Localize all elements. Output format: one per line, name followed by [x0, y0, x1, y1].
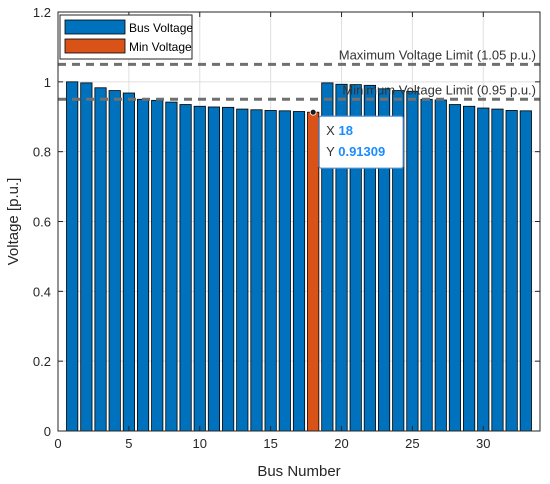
datatip-box: [318, 115, 404, 169]
voltage-limit-label: Minimum Voltage Limit (0.95 p.u.): [342, 82, 536, 97]
bus-voltage-bar[interactable]: [108, 90, 121, 432]
legend-entry: Min Voltage: [129, 40, 192, 54]
bus-voltage-bar[interactable]: [519, 110, 532, 432]
datatip-y-value: 0.91309: [338, 144, 385, 159]
datatip-y-line: Y 0.91309: [326, 144, 385, 159]
axis-ticks: 0 5 10 15 20 25 30 0 0.2 0.4 0.6 0.8 1 1.2: [33, 5, 540, 451]
legend: Bus Voltage Min Voltage: [59, 14, 193, 60]
legend-entry: Bus Voltage: [129, 21, 193, 35]
x-tick-label: 0: [54, 436, 61, 451]
bus-voltage-bar[interactable]: [165, 101, 178, 432]
bus-voltage-bar[interactable]: [207, 106, 221, 432]
min-voltage-bar[interactable]: [307, 111, 320, 432]
y-axis-label: Voltage [p.u.]: [5, 178, 22, 266]
y-tick-label: 1: [44, 75, 51, 90]
bus-voltage-bar[interactable]: [463, 105, 476, 432]
bus-voltage-bar[interactable]: [122, 92, 135, 432]
voltage-limit-label: Maximum Voltage Limit (1.05 p.u.): [339, 47, 536, 62]
x-tick-label: 25: [405, 436, 419, 451]
bus-voltage-bar[interactable]: [136, 98, 150, 432]
bus-voltage-bar[interactable]: [94, 87, 107, 432]
y-tick-label: 0.6: [33, 215, 51, 230]
bus-voltage-bar[interactable]: [406, 90, 419, 432]
y-tick-label: 0.8: [33, 145, 51, 160]
bus-voltage-bar[interactable]: [448, 104, 462, 432]
x-tick-label: 20: [334, 436, 348, 451]
bus-voltage-bar[interactable]: [278, 110, 291, 432]
bus-voltage-bar[interactable]: [292, 111, 306, 432]
bus-voltage-bar[interactable]: [434, 99, 447, 432]
bus-voltage-bar[interactable]: [66, 81, 79, 432]
y-tick-label: 0: [44, 424, 51, 439]
bus-voltage-bar[interactable]: [505, 110, 518, 432]
bars-group: [66, 81, 532, 432]
bus-voltage-bar[interactable]: [250, 109, 263, 432]
datatip-x-key: X: [326, 123, 338, 138]
datatip[interactable]: X 18Y 0.91309: [309, 108, 404, 169]
bus-voltage-bar[interactable]: [151, 99, 164, 432]
legend-swatch: [64, 38, 126, 54]
voltage-limits: Maximum Voltage Limit (1.05 p.u.) Minimum…: [58, 47, 540, 101]
x-tick-label: 5: [125, 436, 132, 451]
bus-voltage-bar[interactable]: [179, 104, 192, 432]
datatip-y-key: Y: [326, 144, 338, 159]
y-tick-label: 1.2: [33, 5, 51, 20]
bus-voltage-bar[interactable]: [80, 82, 93, 432]
y-tick-label: 0.2: [33, 354, 51, 369]
bus-voltage-bar[interactable]: [420, 98, 433, 432]
x-tick-label: 10: [193, 436, 207, 451]
x-tick-label: 30: [476, 436, 490, 451]
datatip-marker: [309, 108, 317, 116]
bus-voltage-bar[interactable]: [236, 108, 249, 432]
y-tick-label: 0.4: [33, 284, 51, 299]
bus-voltage-bar[interactable]: [193, 105, 206, 432]
x-tick-label: 15: [263, 436, 277, 451]
bus-voltage-bar[interactable]: [477, 107, 490, 432]
bus-voltage-bar[interactable]: [222, 106, 235, 432]
legend-swatch: [64, 19, 126, 35]
datatip-x-value: 18: [338, 123, 352, 138]
x-axis-label: Bus Number: [257, 463, 340, 480]
bus-voltage-bar[interactable]: [264, 110, 277, 432]
datatip-x-line: X 18: [326, 123, 353, 138]
bus-voltage-bar[interactable]: [491, 108, 504, 432]
